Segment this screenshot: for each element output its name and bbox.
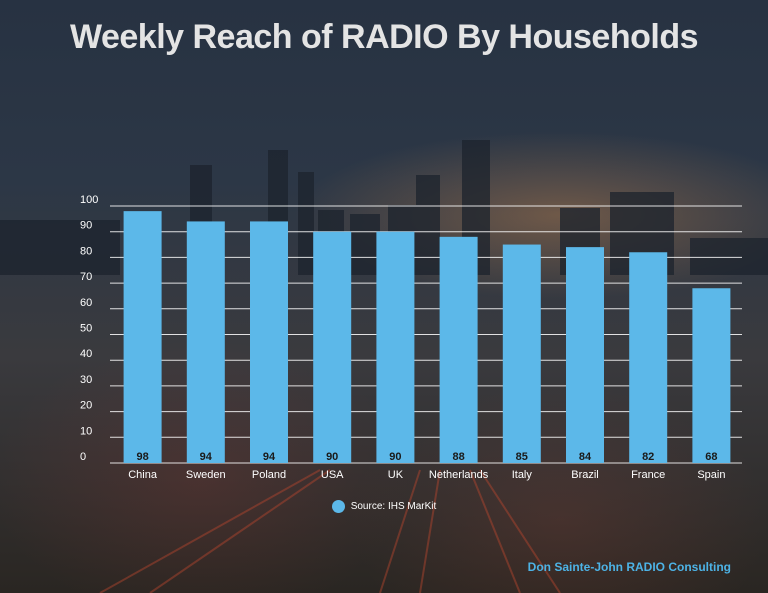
x-tick-label: Italy <box>512 469 533 481</box>
x-tick-label: USA <box>321 469 344 481</box>
x-tick-label: China <box>128 469 158 481</box>
x-tick-label: Brazil <box>571 469 599 481</box>
data-label: 98 <box>136 451 148 463</box>
y-tick-label: 30 <box>80 374 92 386</box>
y-tick-label: 10 <box>80 425 92 437</box>
y-tick-label: 70 <box>80 271 92 283</box>
x-tick-label: Netherlands <box>429 469 489 481</box>
y-tick-label: 80 <box>80 245 92 257</box>
x-tick-label: UK <box>388 469 404 481</box>
data-label: 85 <box>516 451 528 463</box>
data-label: 82 <box>642 451 654 463</box>
x-tick-label: Spain <box>697 469 725 481</box>
legend: Source: IHS MarKit <box>0 500 768 513</box>
data-label: 84 <box>579 451 592 463</box>
data-label: 90 <box>389 451 401 463</box>
legend-swatch <box>331 500 345 513</box>
bar <box>566 247 604 463</box>
bar <box>629 252 668 463</box>
x-tick-label: Poland <box>252 469 286 481</box>
y-tick-label: 40 <box>80 348 92 360</box>
bar <box>250 221 288 463</box>
data-label: 94 <box>200 451 213 463</box>
y-tick-label: 0 <box>80 451 86 463</box>
bar <box>123 211 162 463</box>
credit-text: Don Sainte-John RADIO Consulting <box>527 560 731 574</box>
y-tick-label: 50 <box>80 323 92 335</box>
y-tick-label: 60 <box>80 297 92 309</box>
data-label: 94 <box>263 451 276 463</box>
data-label: 90 <box>326 451 338 463</box>
data-label: 68 <box>705 451 717 463</box>
x-tick-label: Sweden <box>186 469 226 481</box>
bar <box>439 236 478 463</box>
y-tick-label: 90 <box>80 220 92 232</box>
bar <box>376 231 415 463</box>
bar <box>692 288 731 463</box>
bar <box>313 231 352 463</box>
x-tick-label: France <box>631 469 665 481</box>
y-tick-label: 100 <box>80 194 98 206</box>
legend-label: Source: IHS MarKit <box>350 501 437 512</box>
bar <box>502 244 541 463</box>
data-label: 88 <box>452 451 464 463</box>
chart-title: Weekly Reach of RADIO By Households <box>69 18 699 56</box>
bar <box>186 221 225 463</box>
y-tick-label: 20 <box>80 400 92 412</box>
